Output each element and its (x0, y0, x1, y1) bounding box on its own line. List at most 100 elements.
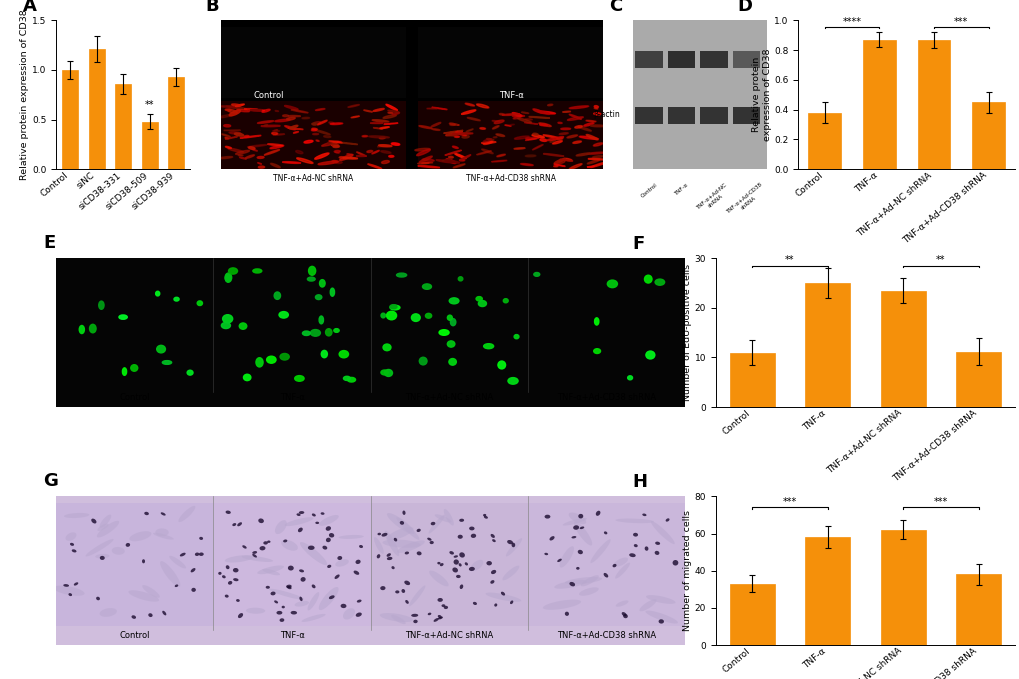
Ellipse shape (232, 523, 236, 526)
Ellipse shape (225, 109, 230, 111)
Ellipse shape (514, 335, 519, 339)
Ellipse shape (576, 567, 579, 570)
Ellipse shape (362, 136, 367, 137)
Ellipse shape (356, 612, 362, 617)
Text: TNF-α+Ad-CD38 shRNA: TNF-α+Ad-CD38 shRNA (556, 393, 655, 403)
Ellipse shape (378, 145, 391, 147)
Ellipse shape (385, 105, 397, 111)
Ellipse shape (386, 553, 390, 557)
Ellipse shape (543, 153, 564, 156)
Ellipse shape (294, 375, 304, 382)
Ellipse shape (644, 275, 651, 283)
Ellipse shape (556, 138, 562, 140)
Text: TNF-α+Ad-CD38
shRNA: TNF-α+Ad-CD38 shRNA (725, 183, 766, 219)
Ellipse shape (478, 301, 486, 306)
Ellipse shape (169, 555, 185, 568)
Bar (955, 352, 1001, 407)
Ellipse shape (444, 150, 461, 155)
Ellipse shape (511, 543, 515, 547)
Bar (213, 502, 370, 627)
Ellipse shape (621, 612, 626, 617)
Ellipse shape (257, 156, 264, 158)
Ellipse shape (290, 611, 297, 614)
Ellipse shape (455, 132, 466, 136)
Ellipse shape (342, 158, 358, 159)
Text: C: C (608, 0, 622, 16)
Ellipse shape (312, 585, 315, 588)
Ellipse shape (559, 160, 573, 161)
Ellipse shape (337, 142, 358, 145)
Ellipse shape (235, 104, 245, 107)
Ellipse shape (506, 540, 513, 545)
Text: Control: Control (639, 183, 657, 199)
Ellipse shape (297, 513, 301, 516)
Ellipse shape (443, 606, 447, 609)
Ellipse shape (322, 546, 327, 549)
Ellipse shape (235, 599, 239, 602)
Ellipse shape (533, 109, 543, 113)
Ellipse shape (587, 160, 599, 164)
Ellipse shape (231, 104, 240, 106)
Ellipse shape (556, 160, 565, 164)
Ellipse shape (283, 540, 287, 543)
Ellipse shape (258, 166, 264, 168)
Ellipse shape (583, 123, 593, 126)
Ellipse shape (310, 329, 320, 336)
Ellipse shape (386, 527, 413, 540)
Ellipse shape (418, 162, 429, 164)
Text: TNF-α+Ad-NC shRNA: TNF-α+Ad-NC shRNA (405, 393, 493, 403)
Ellipse shape (302, 117, 309, 119)
Ellipse shape (287, 566, 293, 570)
Ellipse shape (332, 145, 339, 147)
Ellipse shape (379, 137, 385, 139)
Bar (917, 39, 950, 169)
Ellipse shape (524, 122, 537, 124)
Ellipse shape (539, 139, 546, 141)
Ellipse shape (100, 556, 105, 560)
Ellipse shape (222, 314, 232, 323)
Ellipse shape (459, 519, 464, 522)
Ellipse shape (473, 602, 477, 605)
Ellipse shape (419, 126, 432, 128)
Bar (729, 584, 774, 645)
Ellipse shape (476, 151, 491, 155)
Ellipse shape (346, 154, 353, 155)
Ellipse shape (359, 545, 363, 548)
Ellipse shape (144, 512, 149, 515)
Ellipse shape (347, 378, 356, 382)
Ellipse shape (338, 535, 364, 539)
Ellipse shape (372, 151, 379, 154)
Ellipse shape (315, 521, 319, 524)
Ellipse shape (234, 133, 244, 136)
Ellipse shape (96, 597, 100, 600)
Ellipse shape (227, 109, 237, 113)
Ellipse shape (448, 298, 459, 304)
Ellipse shape (567, 117, 583, 120)
Ellipse shape (319, 587, 338, 610)
Ellipse shape (122, 368, 126, 375)
Bar (142, 122, 157, 169)
Ellipse shape (335, 152, 339, 153)
Text: Control: Control (254, 91, 283, 100)
Ellipse shape (502, 299, 507, 303)
Ellipse shape (491, 539, 495, 542)
Bar (62, 70, 78, 169)
Text: **: ** (785, 255, 794, 265)
Ellipse shape (142, 559, 145, 564)
Ellipse shape (553, 158, 565, 164)
Y-axis label: Number of migrated cells: Number of migrated cells (683, 510, 691, 631)
Ellipse shape (558, 132, 568, 134)
Ellipse shape (125, 543, 130, 547)
Ellipse shape (221, 323, 230, 329)
Ellipse shape (273, 134, 284, 135)
Ellipse shape (243, 545, 247, 549)
Ellipse shape (549, 536, 554, 540)
Ellipse shape (405, 551, 409, 555)
Ellipse shape (590, 539, 610, 563)
Ellipse shape (465, 103, 474, 106)
Bar (527, 502, 685, 627)
Ellipse shape (224, 555, 253, 562)
Ellipse shape (304, 141, 313, 143)
Ellipse shape (532, 145, 542, 150)
Ellipse shape (387, 110, 398, 113)
